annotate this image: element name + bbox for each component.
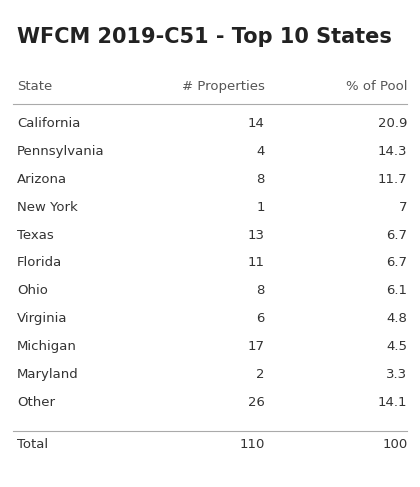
Text: California: California bbox=[17, 117, 80, 130]
Text: 100: 100 bbox=[382, 438, 407, 451]
Text: 8: 8 bbox=[256, 173, 265, 186]
Text: 8: 8 bbox=[256, 284, 265, 298]
Text: 4.8: 4.8 bbox=[386, 312, 407, 325]
Text: 14: 14 bbox=[248, 117, 265, 130]
Text: 14.1: 14.1 bbox=[378, 396, 407, 409]
Text: 6.1: 6.1 bbox=[386, 284, 407, 298]
Text: WFCM 2019-C51 - Top 10 States: WFCM 2019-C51 - Top 10 States bbox=[17, 27, 392, 47]
Text: # Properties: # Properties bbox=[182, 80, 265, 94]
Text: 3.3: 3.3 bbox=[386, 368, 407, 381]
Text: Texas: Texas bbox=[17, 228, 54, 242]
Text: 4.5: 4.5 bbox=[386, 340, 407, 353]
Text: Maryland: Maryland bbox=[17, 368, 79, 381]
Text: Michigan: Michigan bbox=[17, 340, 77, 353]
Text: Total: Total bbox=[17, 438, 48, 451]
Text: Florida: Florida bbox=[17, 257, 62, 269]
Text: 6: 6 bbox=[256, 312, 265, 325]
Text: 2: 2 bbox=[256, 368, 265, 381]
Text: Arizona: Arizona bbox=[17, 173, 67, 186]
Text: 17: 17 bbox=[248, 340, 265, 353]
Text: 26: 26 bbox=[248, 396, 265, 409]
Text: % of Pool: % of Pool bbox=[346, 80, 407, 94]
Text: 110: 110 bbox=[239, 438, 265, 451]
Text: 11.7: 11.7 bbox=[378, 173, 407, 186]
Text: 7: 7 bbox=[399, 201, 407, 214]
Text: State: State bbox=[17, 80, 52, 94]
Text: 14.3: 14.3 bbox=[378, 145, 407, 158]
Text: 13: 13 bbox=[248, 228, 265, 242]
Text: 4: 4 bbox=[256, 145, 265, 158]
Text: 1: 1 bbox=[256, 201, 265, 214]
Text: Virginia: Virginia bbox=[17, 312, 67, 325]
Text: Pennsylvania: Pennsylvania bbox=[17, 145, 105, 158]
Text: Other: Other bbox=[17, 396, 55, 409]
Text: 11: 11 bbox=[248, 257, 265, 269]
Text: Ohio: Ohio bbox=[17, 284, 48, 298]
Text: 20.9: 20.9 bbox=[378, 117, 407, 130]
Text: New York: New York bbox=[17, 201, 78, 214]
Text: 6.7: 6.7 bbox=[386, 257, 407, 269]
Text: 6.7: 6.7 bbox=[386, 228, 407, 242]
